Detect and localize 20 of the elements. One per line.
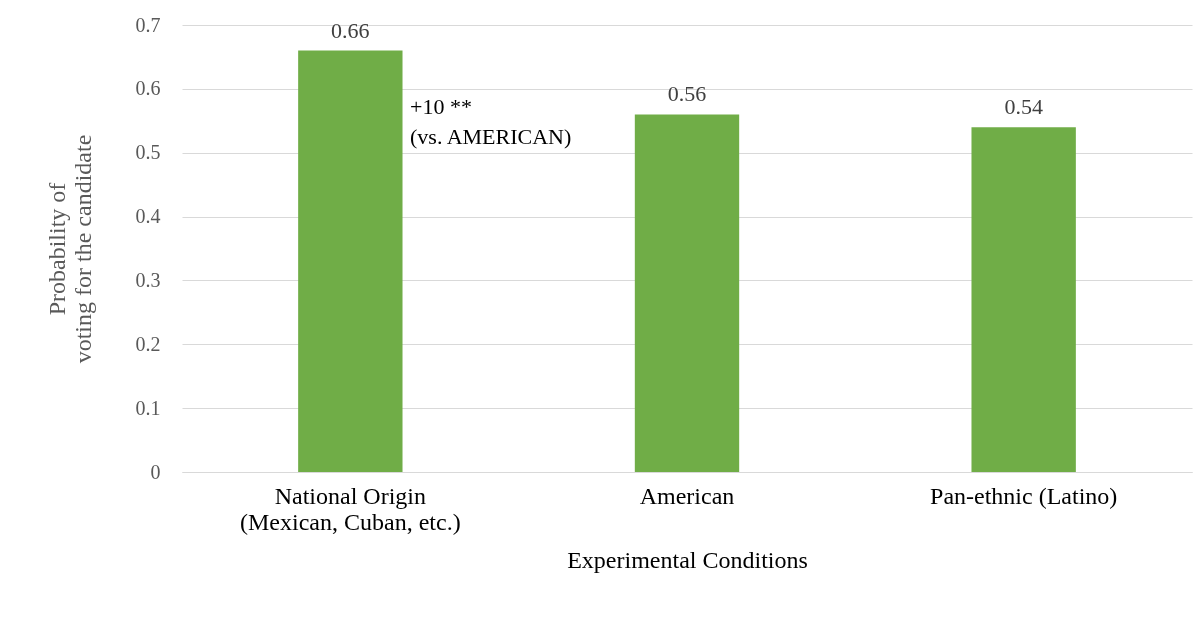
y-tick-label: 0.6 [135,77,161,100]
data-label: 0.66 [331,17,370,43]
y-tick-label: 0.5 [135,141,161,164]
x-tick-label: Pan-ethnic (Latino) [930,482,1118,509]
bar [971,127,1076,472]
y-axis-title: Probability of voting for the candidate [43,134,96,364]
y-tick-label: 0.4 [135,205,161,228]
annotation: +10 ** (vs. AMERICAN) [410,94,572,149]
x-axis-title: Experimental Conditions [567,546,808,573]
bar [298,50,403,472]
y-tick-label: 0.2 [135,332,161,355]
y-tick-label: 0.1 [135,396,161,419]
data-label: 0.56 [667,81,707,107]
y-tick-label: 0.3 [135,268,161,291]
bar [634,114,740,472]
data-label: 0.54 [1004,94,1043,120]
x-tick-label: American [639,482,735,509]
y-tick-label: 0.7 [135,13,161,36]
x-tick-label: National Origin (Mexican, Cuban, etc.) [240,482,461,535]
y-tick-label: 0 [150,460,161,483]
